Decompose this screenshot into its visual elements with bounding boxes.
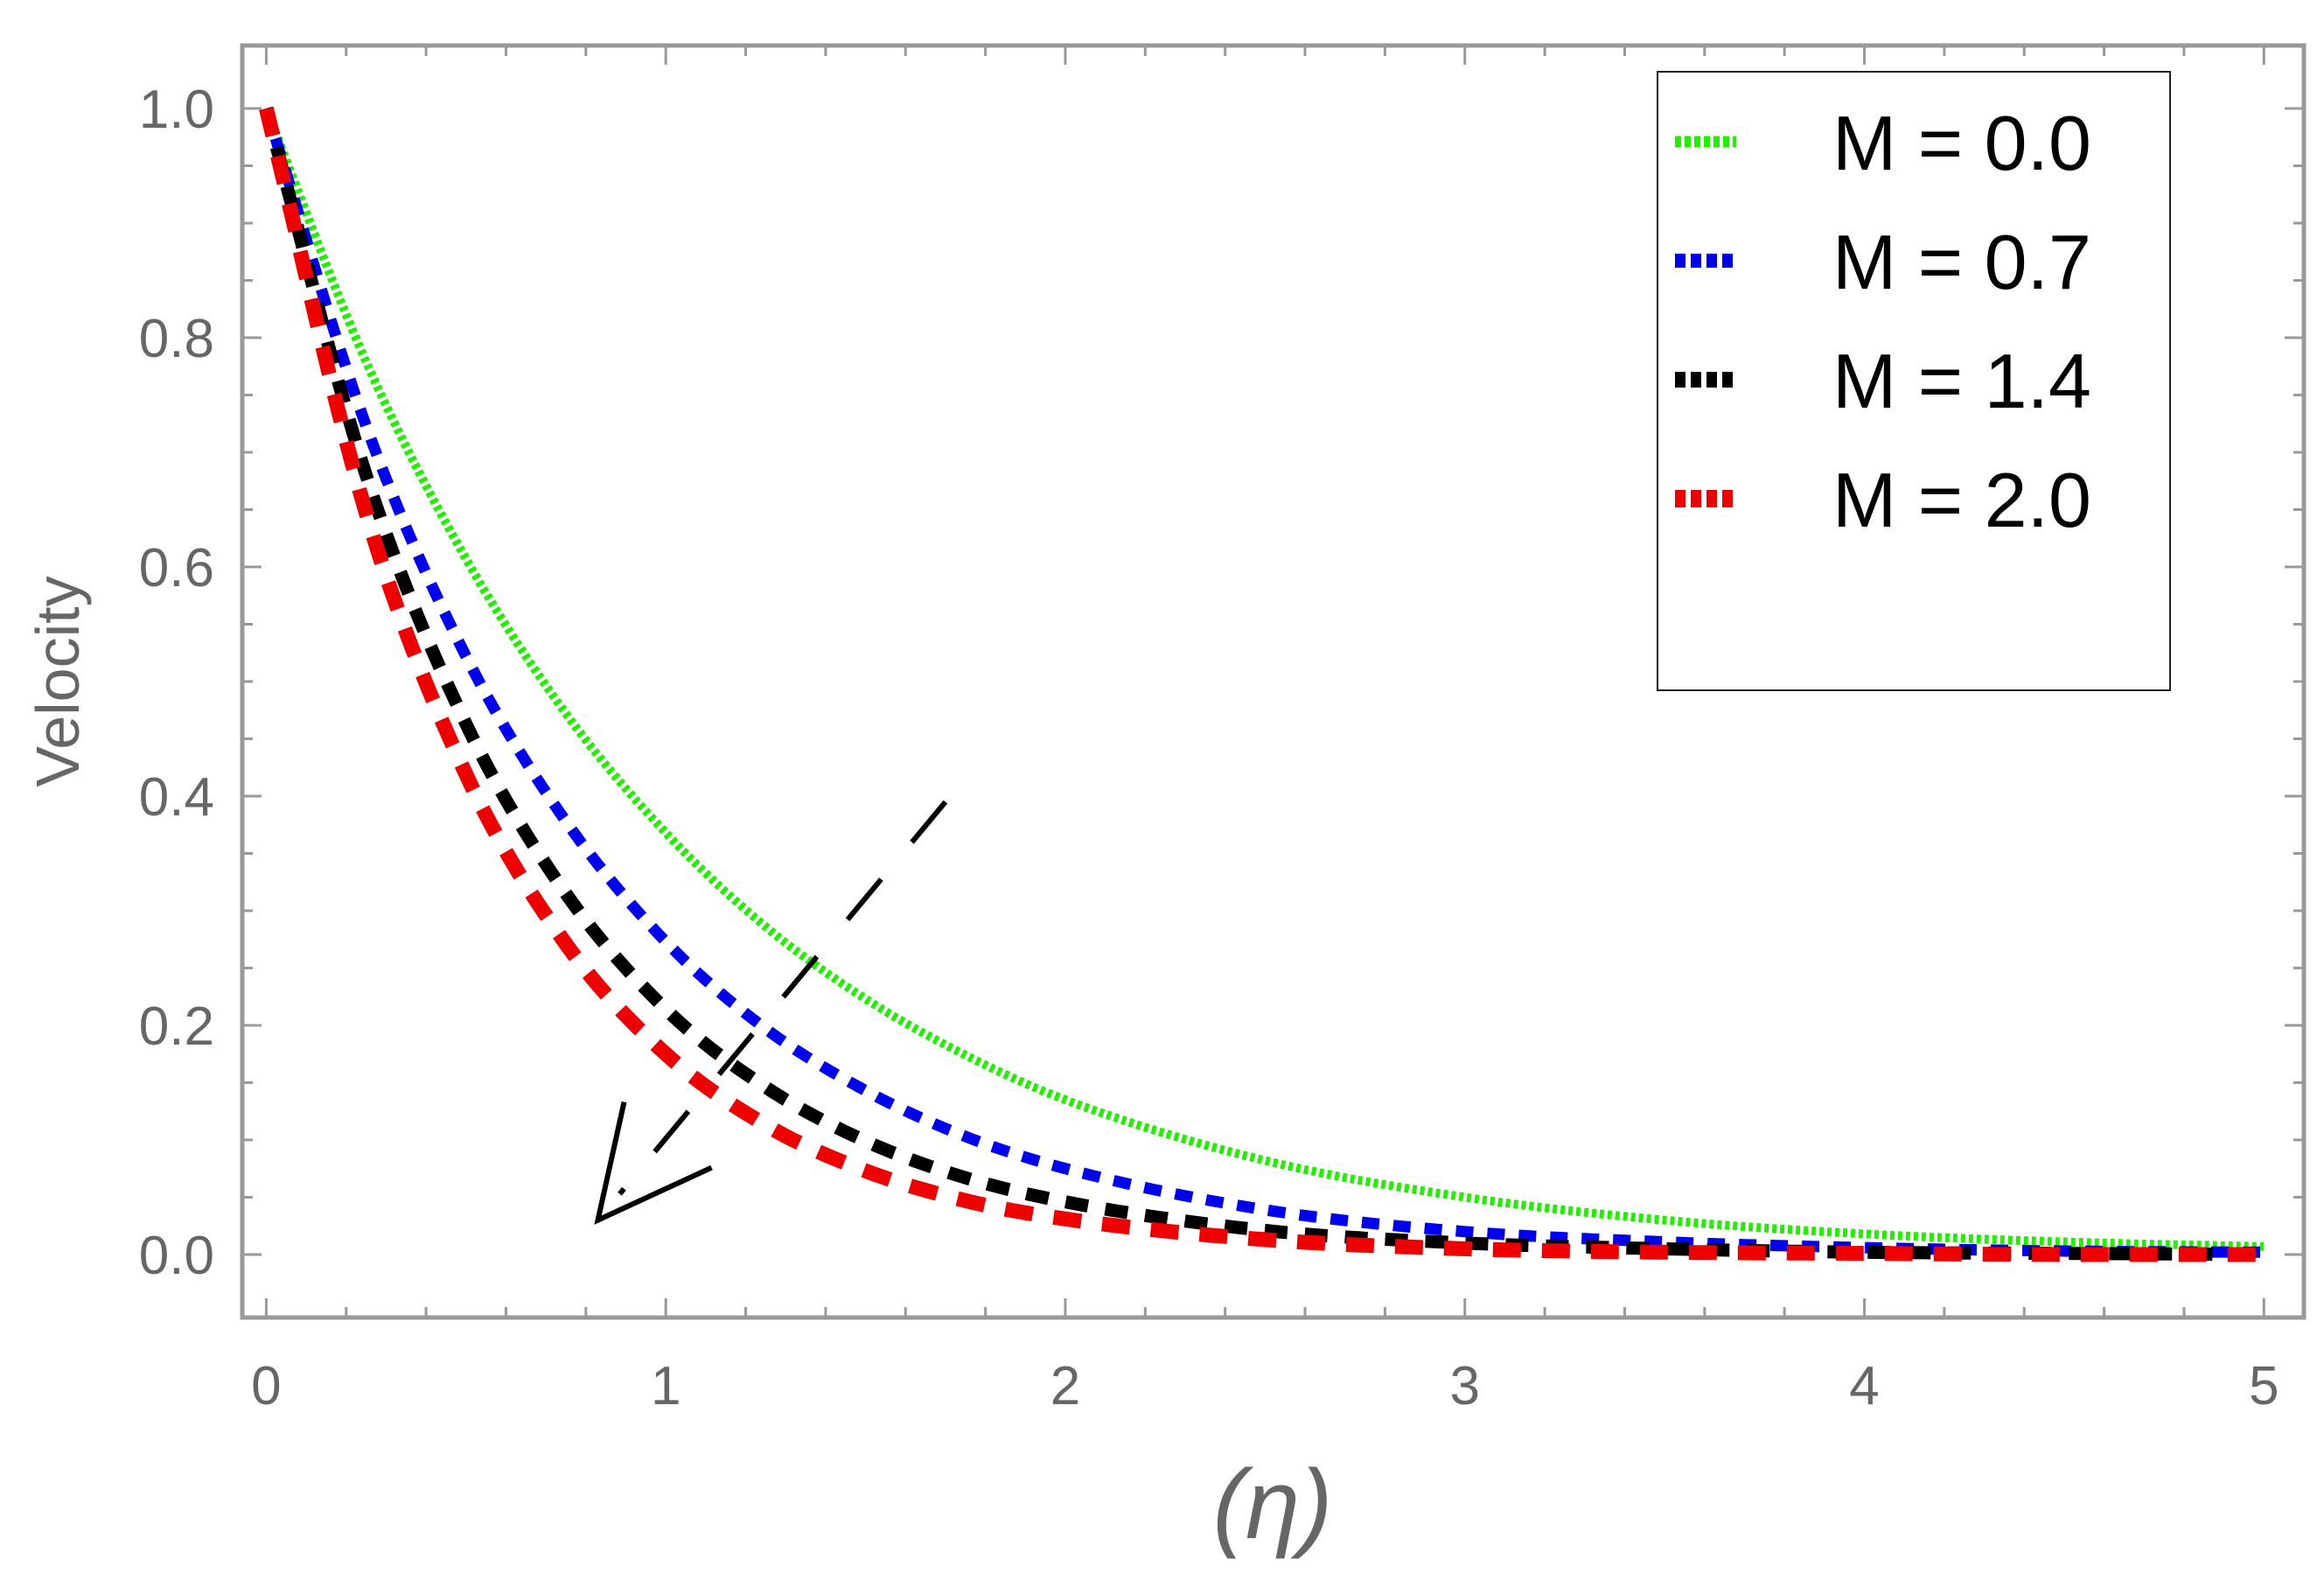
x-axis-label: (η) (1213, 1450, 1333, 1559)
x-tick-label: 1 (651, 1356, 680, 1416)
x-tick-label: 0 (251, 1356, 281, 1416)
y-tick-label: 0.2 (139, 996, 214, 1057)
legend-box (1657, 71, 2171, 691)
y-tick-label: 0.8 (139, 309, 214, 369)
trend-arrow (594, 800, 948, 1225)
legend-label-3: M = 1.4 (1832, 338, 2091, 424)
trend-arrow-head (594, 1101, 713, 1225)
legend-label-2: M = 0.7 (1832, 219, 2091, 305)
series-line-3 (260, 107, 2265, 1262)
axis-ticks (242, 45, 2304, 1318)
legend: M = 0.0 M = 0.7 M = 1.4 M = 2.0 (1657, 71, 2171, 691)
x-tick-label: 4 (1849, 1356, 1879, 1416)
series-line-2 (261, 107, 2265, 1258)
series-line-4 (259, 106, 2265, 1262)
y-tick-label: 1.0 (139, 80, 214, 140)
legend-label-1: M = 0.0 (1832, 100, 2091, 186)
y-tick-label: 0.6 (139, 538, 214, 598)
legend-label-4: M = 2.0 (1832, 457, 2091, 543)
trend-arrow-shaft (618, 800, 948, 1196)
y-axis-label: Velocity (24, 576, 92, 787)
y-tick-label: 0.4 (139, 767, 214, 828)
y-tick-label: 0.0 (139, 1226, 214, 1286)
x-tick-label: 5 (2249, 1356, 2279, 1416)
series-layer (259, 106, 2265, 1262)
x-tick-label: 3 (1450, 1356, 1480, 1416)
x-tick-label: 2 (1050, 1356, 1080, 1416)
series-line-1 (262, 107, 2265, 1251)
tick-labels: 0 1 2 3 4 5 0.0 0.2 0.4 0.6 0.8 1.0 (139, 80, 2279, 1416)
